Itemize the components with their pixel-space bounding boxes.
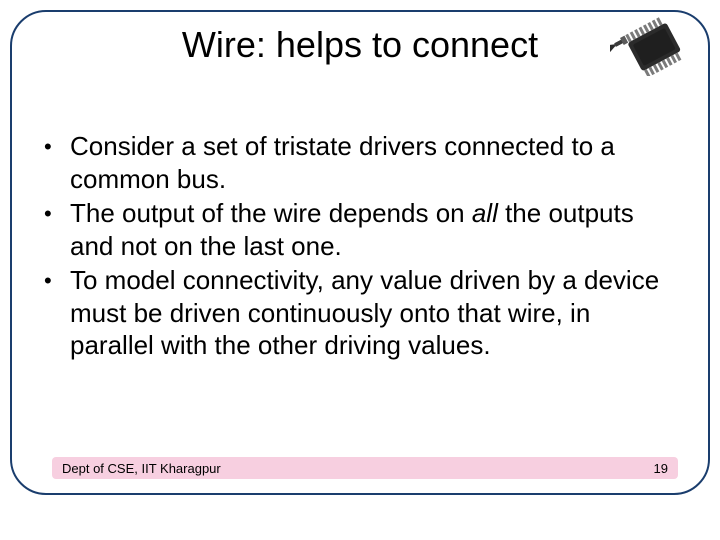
bullet-marker: • [44, 264, 70, 362]
footer-left: Dept of CSE, IIT Kharagpur [62, 461, 221, 476]
bullet-marker: • [44, 130, 70, 195]
slide-number: 19 [654, 461, 668, 476]
bullet-marker: • [44, 197, 70, 262]
bullet-text: Consider a set of tristate drivers conne… [70, 130, 680, 195]
bullet-list: • Consider a set of tristate drivers con… [44, 130, 680, 364]
chip-icon [610, 16, 702, 76]
slide-title: Wire: helps to connect [12, 24, 708, 66]
slide-frame: Wire: helps to connect [10, 10, 710, 495]
bullet-item: • To model connectivity, any value drive… [44, 264, 680, 362]
bullet-text: The output of the wire depends on all th… [70, 197, 680, 262]
bullet-text: To model connectivity, any value driven … [70, 264, 680, 362]
bullet-item: • The output of the wire depends on all … [44, 197, 680, 262]
footer-band: Dept of CSE, IIT Kharagpur 19 [52, 457, 678, 479]
bullet-item: • Consider a set of tristate drivers con… [44, 130, 680, 195]
